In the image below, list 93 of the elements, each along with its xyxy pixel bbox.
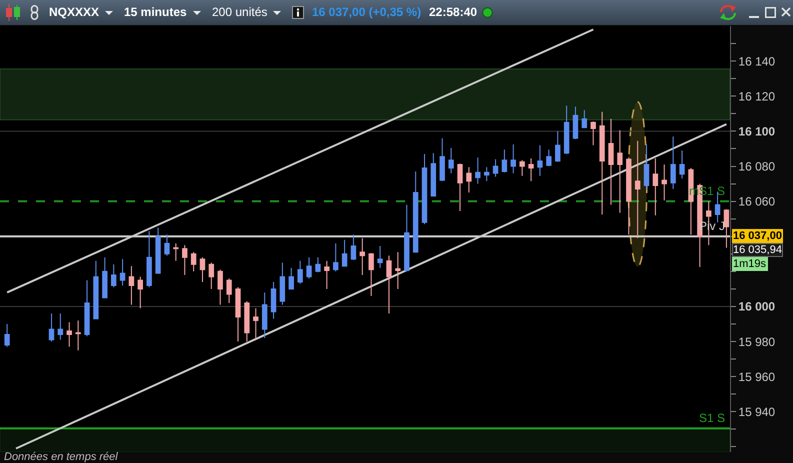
candlestick	[350, 234, 356, 261]
candlestick	[644, 144, 650, 190]
candlestick	[475, 156, 480, 184]
candlestick	[448, 147, 454, 174]
candlestick	[288, 267, 294, 290]
candlestick	[502, 149, 508, 173]
candlestick	[555, 130, 560, 162]
candlestick	[520, 160, 525, 176]
candlestick	[182, 244, 188, 276]
candlestick	[226, 278, 232, 304]
y-tick-label: 16 100	[738, 124, 776, 138]
candlestick	[484, 166, 490, 182]
text: 22:58:40	[429, 5, 478, 20]
candlestick	[528, 158, 534, 182]
candlestick	[48, 313, 54, 342]
candlestick	[626, 156, 632, 236]
candlestick	[93, 260, 99, 320]
candlestick	[572, 106, 578, 140]
text: 16 037,00	[733, 230, 782, 242]
y-tick-label: 16 140	[738, 54, 776, 68]
candlestick	[608, 118, 614, 206]
candlestick	[360, 238, 366, 276]
y-tick-label: 16 060	[738, 194, 776, 209]
candlestick	[430, 152, 436, 197]
candlestick	[280, 262, 286, 306]
candlestick	[333, 242, 338, 272]
candlestick	[155, 227, 161, 274]
text: 16 035,94	[733, 244, 782, 256]
candlestick	[404, 204, 410, 272]
candlestick	[75, 320, 81, 351]
candlestick	[146, 230, 152, 288]
candlestick	[652, 158, 658, 216]
candlestick	[342, 239, 348, 267]
y-tick-label: 15 940	[738, 404, 776, 419]
candlestick	[111, 264, 116, 288]
candlestick	[582, 110, 588, 128]
candlestick	[164, 234, 170, 256]
text: 1m19s	[733, 258, 767, 270]
candlestick	[218, 269, 223, 306]
candlestick	[634, 140, 640, 239]
candlestick	[128, 266, 134, 306]
candlestick	[617, 130, 623, 214]
y-tick-label: 16 080	[738, 159, 776, 174]
candlestick	[208, 262, 214, 290]
candlestick	[590, 121, 596, 146]
candlestick	[564, 105, 570, 154]
candlestick	[84, 280, 90, 337]
y-tick-label: 15 960	[738, 370, 776, 384]
candlestick	[368, 252, 374, 296]
ref-line-label: S1 S	[699, 411, 726, 425]
y-tick-label: 15 980	[738, 334, 776, 349]
candlestick	[537, 144, 543, 176]
candlestick	[466, 166, 472, 194]
candlestick	[457, 163, 463, 212]
candlestick	[546, 149, 552, 167]
y-tick-label: 16 120	[738, 89, 776, 104]
candlestick	[200, 256, 206, 282]
candlestick	[412, 171, 418, 253]
candlestick	[492, 158, 498, 178]
text: 16 037,00 (+0,35 %)	[312, 5, 422, 20]
chart-title: NQXXXX	[49, 5, 100, 20]
candlestick	[190, 252, 196, 272]
candlestick	[724, 208, 730, 248]
candlestick	[253, 308, 258, 340]
candlestick	[679, 150, 685, 180]
candlestick	[235, 286, 241, 342]
candlestick	[662, 164, 667, 201]
candlestick	[386, 255, 392, 314]
text: 200 unités	[212, 5, 268, 20]
candlestick	[297, 260, 303, 284]
candlestick	[510, 144, 516, 174]
candlestick	[138, 276, 143, 309]
candlestick	[120, 258, 126, 286]
candlestick	[58, 313, 64, 340]
candlestick	[102, 256, 108, 298]
candlestick	[262, 292, 268, 339]
candlestick	[315, 256, 321, 273]
candlestick	[395, 252, 401, 290]
candlestick	[422, 153, 428, 225]
candlestick	[377, 246, 383, 268]
annotation: Données en temps réel	[4, 451, 118, 463]
candlestick	[599, 111, 605, 215]
candlestick	[670, 136, 676, 190]
candlestick	[244, 300, 250, 342]
candlestick	[270, 281, 276, 320]
candlestick	[306, 256, 312, 279]
candlestick	[440, 138, 445, 182]
text: 15 minutes	[124, 5, 187, 20]
candlestick	[4, 324, 10, 348]
y-tick-label: 16 000	[738, 300, 776, 314]
candlestick	[173, 242, 179, 262]
candlestick	[66, 322, 72, 348]
candlestick	[324, 260, 330, 290]
